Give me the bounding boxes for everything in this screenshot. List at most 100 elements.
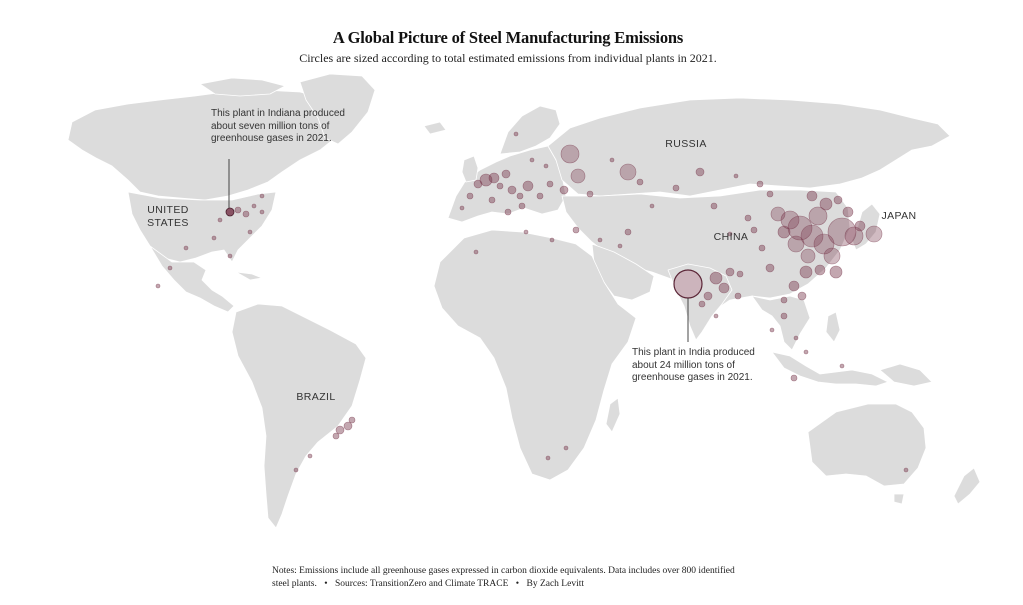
emission-bubble <box>806 190 818 202</box>
indiana-plant-marker <box>225 207 235 217</box>
emission-bubble <box>698 300 706 308</box>
emission-bubble <box>780 296 788 304</box>
emission-bubble <box>819 197 833 211</box>
landmass-new-zealand <box>953 467 981 505</box>
emission-bubble <box>736 270 744 278</box>
emission-bubbles <box>155 131 909 473</box>
landmass-arctic-islands <box>199 77 286 97</box>
label-united-states-line1: UNITED <box>147 204 188 216</box>
emission-bubble <box>617 243 623 249</box>
emission-bubble <box>501 169 511 179</box>
annotation-india: This plant in India produced about 24 mi… <box>632 347 755 383</box>
emission-bubble <box>766 190 774 198</box>
landmass-greenland <box>299 73 376 145</box>
emission-bubble <box>234 206 242 214</box>
landmass-south-america <box>231 303 367 529</box>
emission-bubble <box>459 205 465 211</box>
emission-bubble <box>563 445 569 451</box>
landmass-britain <box>461 155 479 183</box>
emission-bubble <box>597 237 603 243</box>
emission-bubble <box>529 157 535 163</box>
emission-bubble <box>695 167 705 177</box>
emission-bubble <box>790 374 798 382</box>
emission-bubble <box>242 210 250 218</box>
emission-bubble <box>799 265 813 279</box>
emission-bubble <box>839 363 845 369</box>
emission-bubble <box>259 209 265 215</box>
emission-bubble <box>823 247 841 265</box>
emission-bubble <box>710 202 718 210</box>
label-brazil: BRAZIL <box>296 391 335 403</box>
emission-bubble <box>624 228 632 236</box>
emission-bubble <box>572 226 580 234</box>
emission-bubble <box>549 237 555 243</box>
emission-bubble <box>718 282 730 294</box>
emission-bubble <box>793 335 799 341</box>
footer-notes: Notes: Emissions include all greenhouse … <box>272 565 752 591</box>
emission-bubble <box>560 144 580 164</box>
emission-bubble <box>466 192 474 200</box>
emission-bubble <box>251 203 257 209</box>
annotation-indiana: This plant in Indiana produced about sev… <box>211 108 345 144</box>
emission-bubble <box>619 163 637 181</box>
landmass-scandinavia <box>499 105 561 155</box>
emission-bubble <box>709 271 723 285</box>
emission-bubble <box>586 190 594 198</box>
emission-bubble <box>536 192 544 200</box>
landmass-russia <box>547 97 951 197</box>
emission-bubble <box>829 265 843 279</box>
emission-bubble <box>727 231 733 237</box>
landmass-southeast-asia <box>751 295 811 351</box>
emission-bubble <box>507 185 517 195</box>
emission-bubble <box>703 291 713 301</box>
landmass-madagascar <box>605 397 621 433</box>
emission-bubble <box>842 206 854 218</box>
emission-bubble <box>797 291 807 301</box>
emission-bubble <box>903 467 909 473</box>
emission-bubble <box>844 226 864 246</box>
footer-separator: • <box>324 579 328 589</box>
byline-text: By Zach Levitt <box>526 579 584 589</box>
emission-bubble <box>559 185 569 195</box>
emission-bubble <box>546 180 554 188</box>
emission-bubble <box>854 220 866 232</box>
page-title: A Global Picture of Steel Manufacturing … <box>332 28 684 47</box>
landmass-indonesia <box>771 351 889 387</box>
landmass-new-guinea <box>879 363 933 387</box>
landmass-north-america-north <box>67 89 346 201</box>
emission-bubble <box>833 195 843 205</box>
land-layer <box>67 73 981 529</box>
landmass-tasmania <box>893 493 905 505</box>
landmass-mexico <box>149 245 235 313</box>
landmass-iceland <box>423 121 447 135</box>
emission-bubble <box>649 203 655 209</box>
footer-separator: • <box>515 579 520 589</box>
emission-bubble <box>259 193 265 199</box>
emission-bubble <box>545 455 551 461</box>
emission-bubble <box>803 349 809 355</box>
emission-bubble <box>488 196 496 204</box>
label-japan: JAPAN <box>881 210 916 222</box>
emission-bubble <box>343 421 353 431</box>
landmass-philippines <box>825 311 841 343</box>
emission-bubble <box>496 182 504 190</box>
emission-bubble <box>808 206 828 226</box>
emission-bubble <box>788 280 800 292</box>
emission-bubble <box>777 225 791 239</box>
emission-bubble <box>787 235 805 253</box>
label-united-states-line2: STATES <box>147 217 189 229</box>
highlighted-plants <box>225 159 703 342</box>
emission-bubble <box>713 313 719 319</box>
label-china: CHINA <box>714 231 749 243</box>
page-subtitle: Circles are sized according to total est… <box>299 51 717 65</box>
emission-bubble <box>155 283 161 289</box>
emission-bubble <box>570 168 586 184</box>
emission-bubble <box>227 253 233 259</box>
emission-bubble <box>247 229 253 235</box>
emission-bubble <box>865 225 883 243</box>
emission-bubble <box>217 217 223 223</box>
emission-bubble <box>800 248 816 264</box>
landmass-africa <box>433 229 637 481</box>
emission-bubble <box>780 210 800 230</box>
